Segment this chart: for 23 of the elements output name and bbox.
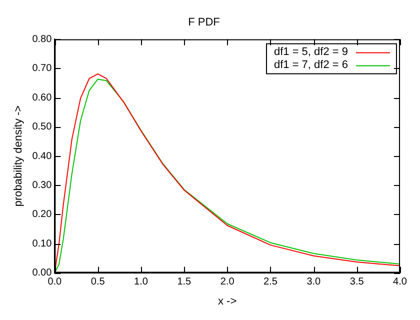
x-tick-label: 4.0	[393, 276, 408, 288]
x-tick-label: 3.0	[306, 276, 322, 288]
y-tick-label: 0.50	[32, 122, 52, 133]
y-tick-label: 0.00	[32, 268, 52, 279]
y-tick-label: 0.30	[32, 180, 52, 191]
chart-title: F PDF	[188, 16, 220, 29]
x-tick-label: 2.5	[264, 276, 278, 288]
y-tick-label: 0.60	[32, 92, 52, 104]
y-tick-label: 0.40	[32, 150, 52, 162]
y-tick-label: 0.70	[32, 63, 52, 74]
y-tick-label: 0.80	[32, 34, 52, 45]
legend-label: df1 = 5, df2 = 9	[274, 46, 348, 58]
x-axis-title: x ->	[218, 295, 237, 308]
x-tick-label: 1.5	[177, 276, 192, 288]
y-axis-title: probability density ->	[12, 105, 25, 207]
x-tick-label: 3.5	[350, 276, 364, 288]
legend-label: df1 = 7, df2 = 6	[274, 59, 348, 72]
x-tick-label: 0.0	[48, 276, 62, 288]
x-tick-label: 0.5	[90, 276, 106, 288]
y-tick-label: 0.20	[32, 209, 52, 220]
x-tick-label: 2.0	[220, 276, 235, 288]
x-tick-label: 1.0	[134, 276, 148, 288]
y-tick-label: 0.10	[32, 238, 52, 250]
